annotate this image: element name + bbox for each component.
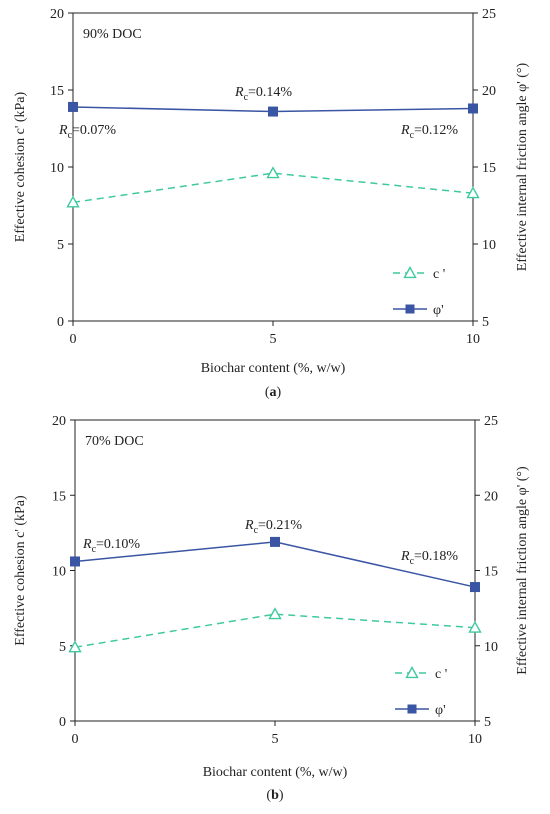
rc-symbol: R [58,123,68,138]
x-tick-label: 0 [72,732,79,747]
legend-marker-friction-angle [405,304,415,314]
x-tick-label: 10 [466,332,480,347]
y2-tick-label: 15 [484,565,498,580]
y-axis-label: Effective cohesion c' (kPa) [13,91,28,242]
legend-marker-cohesion [403,266,417,279]
rc-value: =0.12% [414,123,458,138]
legend: c ' φ' [393,266,445,318]
x-tick-label: 10 [468,732,482,747]
rc-symbol: R [82,537,92,552]
caption-close: ) [279,788,284,803]
x-axis-label: Biochar content (%, w/w) [201,361,346,376]
rc-subscript: c [92,544,97,555]
rc-symbol: R [234,85,244,100]
legend-marker-friction-angle [407,704,417,714]
legend-label-friction-angle: φ' [433,303,444,318]
y2-tick-label: 10 [484,640,498,655]
y2-tick-label: 5 [482,315,489,330]
data-point-cohesion [266,166,280,179]
rc-value: =0.21% [258,518,302,533]
y2-tick-label: 15 [482,161,496,176]
y-tick-label: 10 [52,565,66,580]
y2-tick-label: 5 [484,715,491,730]
data-point-friction-angle [470,582,480,593]
y-tick-label: 0 [59,715,66,730]
caption-letter: a [270,385,277,400]
y-tick-label: 15 [50,84,64,99]
x-tick-label: 0 [70,332,77,347]
y2-axis-label: Effective internal friction angle φ' (°) [515,466,530,675]
data-point-friction-angle [468,103,478,114]
rc-subscript: c [244,92,249,103]
rc-subscript: c [410,556,415,567]
rc-symbol: R [400,123,410,138]
rc-annotation: Rc=0.07% [58,123,116,141]
y2-tick-label: 10 [482,238,496,253]
rc-subscript: c [68,130,73,141]
rc-value: =0.14% [248,85,292,100]
caption-letter: b [271,788,279,803]
legend-label-friction-angle: φ' [435,703,446,718]
rc-annotation: Rc=0.21% [244,518,302,536]
legend-label-cohesion: c ' [435,667,447,682]
rc-subscript: c [254,525,259,536]
rc-symbol: R [244,518,254,533]
caption-close: ) [277,385,282,400]
y-axis-label: Effective cohesion c' (kPa) [13,495,28,646]
data-point-friction-angle [268,106,278,117]
rc-value: =0.07% [72,123,116,138]
panel-caption: (b) [266,788,283,803]
series-line-cohesion [74,613,476,648]
data-point-cohesion [66,195,80,208]
y2-tick-label: 20 [484,489,498,504]
panel-caption: (a) [265,385,282,400]
rc-value: =0.10% [96,537,140,552]
y-tick-label: 5 [59,640,66,655]
rc-annotation: Rc=0.12% [400,123,458,141]
rc-value: =0.18% [414,549,458,564]
x-tick-label: 5 [272,732,279,747]
x-axis-label: Biochar content (%, w/w) [203,765,348,780]
panel-title: 70% DOC [85,434,144,449]
caption-open: ( [266,788,271,803]
data-point-friction-angle [270,536,280,547]
y-tick-label: 15 [52,489,66,504]
data-point-cohesion [468,620,482,633]
rc-annotation: Rc=0.18% [400,549,458,567]
y-tick-label: 20 [50,7,64,22]
data-point-cohesion [268,607,282,620]
rc-annotation: Rc=0.10% [82,537,140,555]
y-tick-label: 5 [57,238,64,253]
data-point-cohesion [68,640,82,653]
y2-axis-label: Effective internal friction angle φ' (°) [515,62,530,271]
legend-label-cohesion: c ' [433,267,445,282]
series-line-cohesion [72,172,474,204]
data-point-cohesion [466,186,480,199]
y-tick-label: 0 [57,315,64,330]
rc-subscript: c [410,130,415,141]
y-tick-label: 10 [50,161,64,176]
rc-annotation: Rc=0.14% [234,85,292,103]
x-tick-label: 5 [270,332,277,347]
legend-marker-cohesion [405,666,419,679]
panel-title: 90% DOC [83,27,142,42]
y2-tick-label: 20 [482,84,496,99]
y-tick-label: 20 [52,414,66,429]
data-point-friction-angle [68,101,78,112]
caption-open: ( [265,385,270,400]
data-point-friction-angle [70,556,80,567]
legend: c ' φ' [395,666,447,718]
y2-tick-label: 25 [482,7,496,22]
rc-symbol: R [400,549,410,564]
y2-tick-label: 25 [484,414,498,429]
